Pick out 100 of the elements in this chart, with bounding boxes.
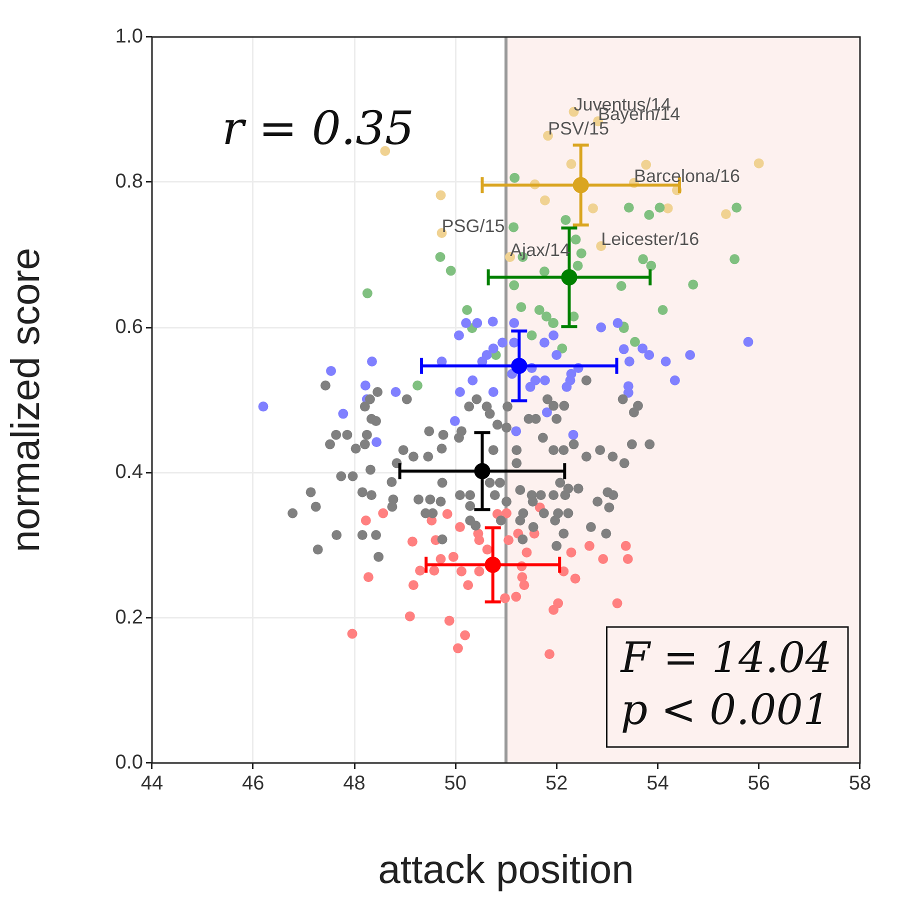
point [540,195,550,206]
y-tick-label: 0.0 [115,752,143,774]
point [576,248,586,258]
point [462,304,472,315]
point [566,159,576,170]
point [616,281,626,292]
point [519,580,530,590]
point [522,547,532,558]
point [654,202,665,213]
point [688,280,698,290]
point [526,330,537,340]
point [454,387,465,398]
point [525,382,536,392]
point [360,516,371,526]
point [562,382,572,392]
point [612,318,623,328]
point [732,202,742,213]
point [598,554,608,564]
point [511,592,522,602]
point [378,508,388,518]
x-tick-label: 44 [140,772,164,795]
point [444,616,454,626]
point [620,540,631,551]
point [548,330,559,340]
annotation: PSG/15 [442,216,505,236]
point [570,234,581,245]
point [730,254,740,264]
point [541,312,552,322]
point [548,604,559,615]
point [662,203,673,214]
point [596,322,606,332]
point [482,544,492,555]
point [497,338,508,348]
point [454,330,464,340]
point [641,160,652,170]
point [500,593,510,604]
annotation: Leicester/16 [601,229,700,250]
point [488,316,498,327]
point [510,172,520,183]
point [468,375,478,386]
point [508,222,519,232]
point [584,540,594,551]
point [539,338,550,348]
point [456,566,466,576]
x-tick-label: 54 [646,772,669,795]
point [670,375,680,386]
point [557,343,568,354]
point [436,554,446,564]
point [561,269,578,286]
point [472,318,482,328]
point [658,304,668,315]
y-tick-label: 0.6 [115,316,143,338]
point [509,280,520,290]
point [572,177,589,194]
annotation: PSV/15 [548,118,610,139]
point [624,356,634,367]
y-tick-label: 1.0 [115,26,143,48]
x-tick-label: 48 [343,772,366,795]
annotation: Barcelona/16 [634,166,740,186]
point [570,574,580,584]
point [720,209,731,220]
point [347,628,358,639]
point [258,402,268,412]
point [407,536,418,547]
point [363,572,374,582]
point [360,380,370,390]
y-tick-label: 0.2 [115,606,143,628]
point [461,318,472,328]
point [326,366,336,376]
point [660,356,671,367]
point [622,554,633,564]
point [544,649,554,660]
point [646,260,656,271]
point [488,387,498,398]
point [685,350,696,360]
point [754,158,764,168]
point [460,630,470,640]
point [630,336,640,347]
point [623,388,634,398]
point [566,547,576,558]
annotation: F = 14.04 [620,632,832,682]
point [450,416,460,426]
y-tick-label: 0.4 [115,461,143,484]
point [612,598,622,608]
annotation: r = 0.35 [222,100,414,155]
point [588,203,598,214]
point [517,572,528,582]
point [511,358,528,374]
point [415,566,426,576]
point [390,387,401,398]
x-axis-title: attack position [378,848,634,892]
point [463,580,474,590]
point [488,343,498,354]
point [474,535,484,546]
point [540,375,550,386]
point [380,146,390,156]
point [404,611,415,622]
point [509,318,520,328]
y-tick-label: 0.8 [115,170,143,193]
point [452,643,463,654]
